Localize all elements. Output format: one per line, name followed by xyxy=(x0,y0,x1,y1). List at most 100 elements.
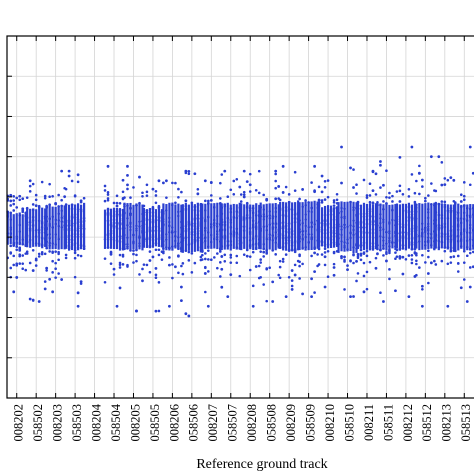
data-point xyxy=(443,233,447,236)
data-point xyxy=(239,241,243,245)
outlier-point xyxy=(60,169,64,173)
data-point xyxy=(468,215,472,219)
data-point xyxy=(132,186,135,189)
data-point xyxy=(18,230,22,233)
data-point xyxy=(73,194,77,198)
data-point xyxy=(18,223,22,227)
data-point xyxy=(453,211,457,214)
data-point xyxy=(168,230,171,234)
data-point xyxy=(154,190,158,193)
data-point xyxy=(31,203,35,206)
data-point xyxy=(162,243,165,247)
outlier-point xyxy=(121,178,125,182)
data-point xyxy=(154,273,158,277)
data-point xyxy=(462,278,466,281)
data-point xyxy=(362,241,366,245)
data-point xyxy=(229,210,233,214)
outlier-point xyxy=(449,176,453,180)
data-point xyxy=(60,225,63,229)
data-point xyxy=(452,255,456,258)
data-point xyxy=(57,252,60,256)
data-point xyxy=(359,248,363,252)
data-point xyxy=(382,247,385,250)
data-point xyxy=(174,230,177,234)
data-point xyxy=(223,223,227,227)
data-point xyxy=(343,207,346,211)
data-point xyxy=(76,180,80,184)
data-point xyxy=(199,255,203,259)
data-point xyxy=(196,216,200,220)
data-point xyxy=(229,221,233,224)
x-tick-label: 058513 xyxy=(459,404,473,442)
data-point xyxy=(394,251,397,254)
outlier-point xyxy=(115,204,119,208)
data-point xyxy=(48,217,51,220)
outlier-point xyxy=(313,251,317,255)
outlier-point xyxy=(67,174,71,178)
data-point xyxy=(25,234,29,237)
data-point xyxy=(410,229,414,233)
data-point xyxy=(456,239,460,243)
data-point xyxy=(171,263,174,266)
data-point xyxy=(368,214,372,218)
outlier-point xyxy=(151,255,155,259)
data-point xyxy=(79,208,83,211)
data-point xyxy=(103,237,107,241)
outlier-point xyxy=(362,290,366,294)
outlier-point xyxy=(379,160,382,163)
data-point xyxy=(290,232,294,236)
data-point xyxy=(374,256,378,260)
data-point xyxy=(207,199,210,203)
data-point xyxy=(48,244,51,247)
data-point xyxy=(459,205,463,209)
data-point xyxy=(456,234,460,238)
data-point xyxy=(320,199,324,202)
outlier-point xyxy=(313,190,317,194)
data-point xyxy=(404,209,408,213)
data-point xyxy=(410,261,414,265)
data-point xyxy=(15,241,19,245)
data-point xyxy=(25,240,29,244)
data-point xyxy=(293,239,297,243)
data-point xyxy=(242,225,246,228)
data-point xyxy=(129,228,132,232)
data-point xyxy=(28,238,32,242)
data-point xyxy=(121,263,125,266)
outlier-point xyxy=(206,304,210,308)
data-point xyxy=(193,224,197,228)
x-tick-label: 058512 xyxy=(420,404,434,442)
data-point xyxy=(184,204,188,208)
data-point xyxy=(355,260,358,263)
data-point xyxy=(177,236,180,239)
data-point xyxy=(310,254,313,258)
outlier-point xyxy=(28,297,32,301)
outlier-point xyxy=(274,169,278,173)
data-point xyxy=(123,211,126,214)
data-point xyxy=(271,227,274,231)
data-point xyxy=(262,213,265,216)
data-point xyxy=(109,229,113,233)
data-point xyxy=(229,243,233,247)
data-point xyxy=(54,261,57,265)
data-point xyxy=(440,224,444,228)
data-point xyxy=(103,189,107,192)
data-point xyxy=(332,204,336,207)
data-point xyxy=(154,201,158,205)
data-point xyxy=(259,258,262,261)
outlier-point xyxy=(356,200,360,204)
data-point xyxy=(352,168,355,171)
data-point xyxy=(274,241,277,244)
outlier-point xyxy=(126,183,129,187)
data-point xyxy=(248,243,252,247)
data-point xyxy=(257,191,261,195)
data-point xyxy=(326,222,330,226)
outlier-point xyxy=(179,299,183,303)
data-point xyxy=(359,230,363,233)
data-point xyxy=(437,246,441,249)
x-tick-label: 008202 xyxy=(12,404,26,442)
data-point xyxy=(18,246,22,250)
data-point xyxy=(157,215,161,219)
data-point xyxy=(145,194,149,197)
data-point xyxy=(207,202,210,206)
data-point xyxy=(332,218,336,221)
